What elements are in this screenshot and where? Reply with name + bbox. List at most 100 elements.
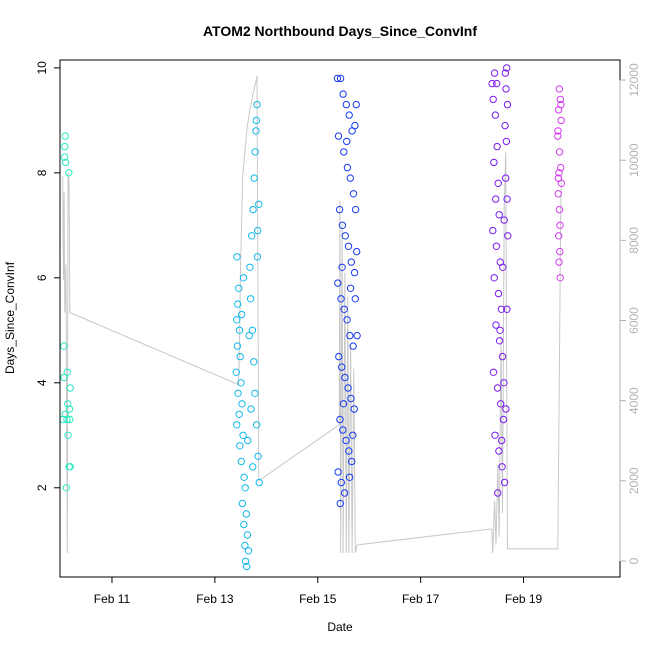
data-point — [503, 100, 512, 109]
data-point — [336, 74, 345, 83]
data-point — [245, 331, 253, 340]
data-point — [61, 132, 69, 140]
data-point — [250, 358, 258, 366]
data-point — [554, 174, 563, 182]
line-series-path — [62, 75, 562, 554]
data-point — [345, 111, 353, 119]
data-point — [557, 163, 565, 172]
data-point — [244, 436, 252, 445]
data-point — [556, 221, 564, 230]
data-point — [242, 510, 251, 518]
data-point — [233, 342, 242, 350]
data-point — [494, 489, 502, 497]
data-point — [333, 74, 342, 83]
data-point — [343, 137, 351, 146]
data-point — [335, 205, 344, 214]
y-tick-label: 10 — [35, 61, 49, 75]
data-point — [492, 195, 500, 203]
data-point — [334, 279, 342, 287]
data-point — [235, 326, 244, 334]
data-point — [555, 169, 563, 177]
data-point — [244, 547, 253, 555]
data-point — [249, 205, 257, 214]
data-point — [248, 232, 256, 240]
data-point — [493, 142, 501, 151]
x-tick-label: Feb 13 — [196, 592, 234, 606]
data-point — [488, 79, 496, 88]
data-point — [501, 121, 509, 130]
data-point — [340, 305, 348, 313]
y-tick-label: 6 — [35, 274, 49, 281]
data-point — [494, 179, 502, 188]
data-point — [343, 163, 352, 172]
data-point — [502, 85, 510, 93]
data-point — [66, 384, 74, 392]
data-point — [236, 442, 244, 450]
data-point — [490, 69, 499, 77]
data-point — [253, 100, 261, 109]
data-point — [349, 342, 357, 350]
data-point — [250, 174, 258, 182]
data-point — [335, 352, 343, 361]
data-point — [492, 242, 501, 251]
data-point — [237, 457, 246, 466]
data-point — [336, 415, 344, 424]
data-point — [497, 400, 505, 408]
scatter-points — [59, 64, 566, 571]
data-point — [556, 95, 564, 104]
data-point — [554, 127, 562, 135]
data-point — [235, 284, 243, 292]
data-point — [63, 368, 72, 376]
data-point — [340, 148, 348, 156]
data-point — [253, 421, 261, 429]
data-point — [500, 379, 508, 387]
y2-tick-label: 10000 — [627, 143, 641, 177]
data-point — [492, 321, 500, 329]
data-point — [351, 205, 360, 214]
x-tick-label: Feb 17 — [402, 592, 440, 606]
data-point — [239, 274, 248, 282]
data-point — [65, 405, 74, 413]
data-point — [238, 499, 247, 508]
data-point — [495, 337, 504, 345]
data-point — [339, 426, 347, 434]
data-point — [555, 205, 564, 214]
data-point — [251, 148, 259, 156]
data-point — [233, 316, 241, 324]
data-point — [344, 242, 353, 251]
data-point — [235, 410, 243, 418]
data-point — [498, 436, 506, 445]
data-point — [556, 247, 564, 256]
data-point — [234, 300, 242, 308]
data-point — [255, 200, 263, 209]
data-point — [243, 531, 252, 539]
data-point — [62, 484, 71, 492]
data-point — [499, 415, 508, 424]
data-point — [241, 484, 249, 492]
data-point — [556, 274, 564, 282]
data-point — [503, 305, 511, 313]
data-point — [334, 132, 343, 140]
data-point — [246, 295, 255, 303]
data-point — [337, 295, 345, 303]
data-point — [60, 373, 68, 382]
data-point — [254, 226, 262, 235]
data-point — [500, 478, 509, 487]
data-point — [346, 174, 354, 182]
data-point — [60, 342, 68, 350]
x-axis: Feb 11 Feb 13 Feb 15 Feb 17 Feb 19 — [94, 577, 543, 606]
data-point — [240, 520, 248, 529]
data-point — [254, 452, 262, 460]
data-point — [490, 274, 498, 282]
data-point — [502, 405, 510, 413]
data-point — [557, 116, 565, 125]
data-point — [238, 310, 246, 319]
data-point — [247, 405, 255, 413]
data-point — [351, 295, 359, 303]
data-point — [348, 457, 356, 466]
data-point — [344, 384, 352, 392]
data-point — [66, 463, 74, 471]
data-point — [504, 232, 512, 240]
data-point — [498, 352, 507, 361]
data-point — [346, 284, 355, 292]
